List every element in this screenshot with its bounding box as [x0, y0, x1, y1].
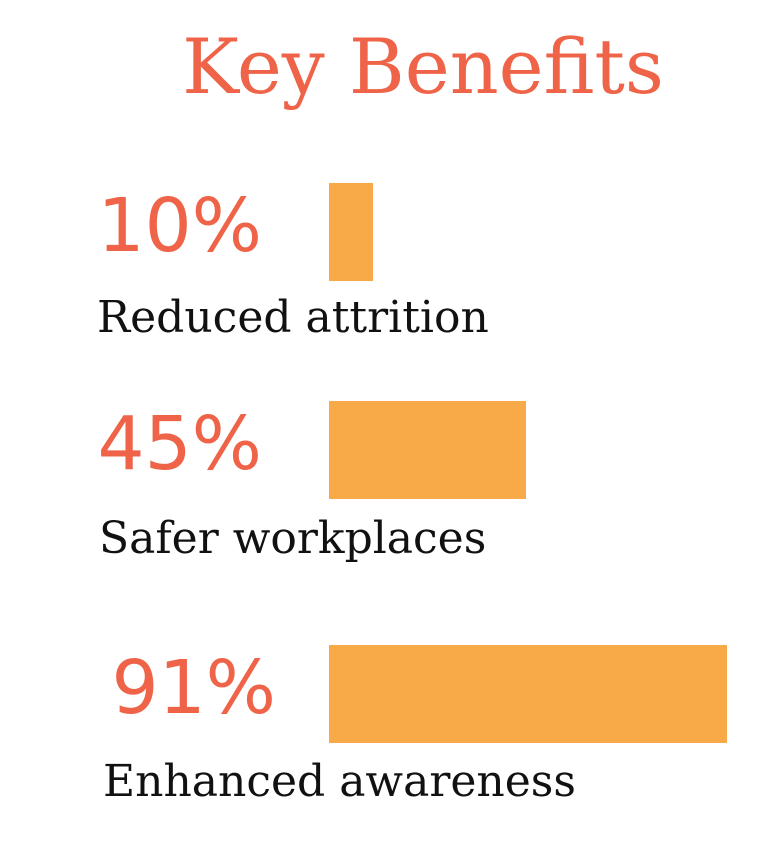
chart-title: Key Benefits: [182, 22, 664, 111]
category-label: Safer workplaces: [99, 513, 487, 564]
bar: [329, 183, 373, 281]
value-label: 91%: [111, 645, 276, 731]
value-label: 45%: [97, 401, 262, 487]
value-label: 10%: [97, 183, 262, 269]
category-label: Enhanced awareness: [103, 756, 576, 807]
bar: [329, 401, 526, 499]
category-label: Reduced attrition: [97, 292, 489, 343]
bar: [329, 645, 727, 743]
